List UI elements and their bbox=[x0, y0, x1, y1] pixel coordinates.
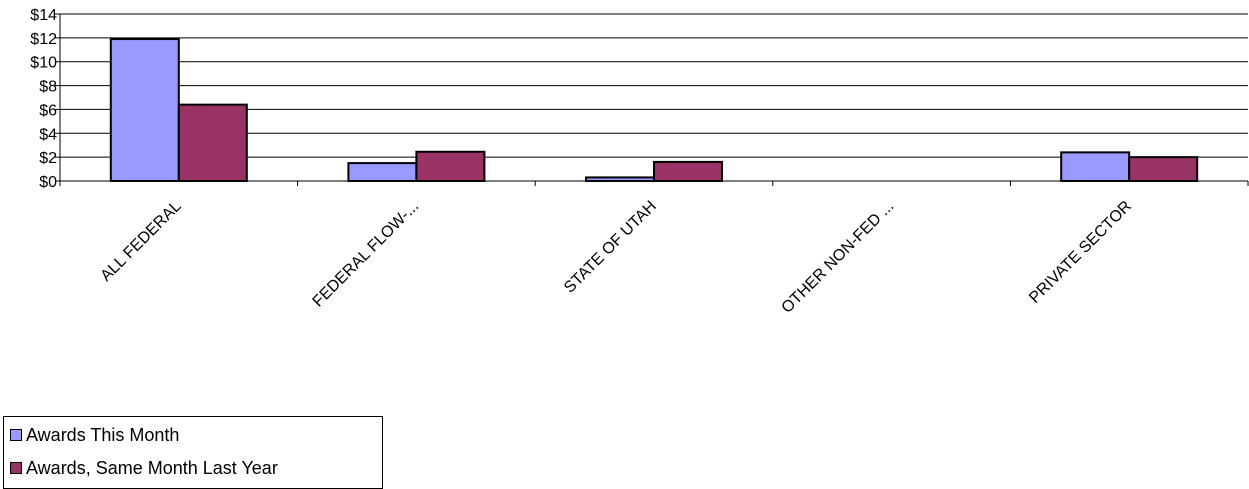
y-axis-tick-labels: $0 $2 $4 $6 $8 $10 $12 $14 bbox=[30, 7, 57, 191]
legend-item-awards-same-month-last-year: Awards, Same Month Last Year bbox=[10, 458, 278, 478]
x-axis-tick-labels: ALL FEDERAL FEDERAL FLOW-... STATE OF UTAH… bbox=[98, 198, 1135, 317]
bars bbox=[109, 38, 1199, 183]
x-tick-label: ALL FEDERAL bbox=[98, 198, 185, 285]
bar bbox=[653, 160, 723, 183]
bar bbox=[177, 103, 248, 182]
x-tick-label: PRIVATE SECTOR bbox=[1026, 198, 1135, 307]
y-tick-label: $2 bbox=[39, 150, 57, 167]
y-tick-label: $12 bbox=[30, 31, 57, 48]
bar bbox=[415, 150, 486, 182]
bar bbox=[347, 162, 418, 183]
legend-swatch-awards-this-month bbox=[10, 429, 22, 441]
y-tick-label: $4 bbox=[39, 126, 57, 143]
bar bbox=[109, 38, 180, 182]
axes bbox=[55, 13, 1249, 186]
y-tick-label: $10 bbox=[30, 55, 57, 72]
bar-chart: $0 $2 $4 $6 $8 $10 $12 $14 ALL FEDERAL FEDERAL F… bbox=[30, 7, 1249, 317]
x-tick-label: FEDERAL FLOW-... bbox=[310, 198, 423, 311]
bar bbox=[1060, 151, 1131, 182]
y-tick-label: $6 bbox=[39, 102, 57, 119]
gridlines bbox=[60, 13, 1248, 182]
y-tick-label: $0 bbox=[39, 174, 57, 191]
bar bbox=[585, 176, 655, 183]
y-tick-label: $8 bbox=[39, 79, 57, 96]
legend-item-awards-this-month: Awards This Month bbox=[10, 425, 179, 445]
bar bbox=[1128, 156, 1199, 182]
y-tick-label: $14 bbox=[30, 7, 57, 24]
x-tick-label: OTHER NON-FED ... bbox=[779, 198, 898, 317]
x-tick-label: STATE OF UTAH bbox=[561, 198, 660, 297]
legend-label-awards-this-month: Awards This Month bbox=[26, 425, 180, 445]
legend-label-awards-same-month-last-year: Awards, Same Month Last Year bbox=[26, 458, 278, 478]
legend: Awards This Month Awards, Same Month Las… bbox=[3, 416, 383, 489]
legend-swatch-awards-same-month-last-year bbox=[10, 462, 22, 474]
